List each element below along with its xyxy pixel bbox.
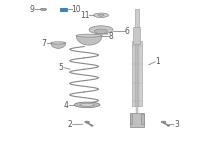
Bar: [141, 114, 144, 125]
Ellipse shape: [91, 125, 93, 126]
Bar: [133, 27, 140, 44]
Ellipse shape: [40, 8, 47, 11]
Bar: [135, 41, 139, 106]
Wedge shape: [51, 43, 66, 48]
Text: 7: 7: [42, 39, 46, 48]
Text: 1: 1: [155, 57, 160, 66]
Wedge shape: [76, 36, 102, 45]
Text: 3: 3: [174, 120, 179, 129]
Ellipse shape: [89, 26, 113, 34]
Text: 11: 11: [80, 11, 90, 20]
Bar: [135, 9, 139, 41]
Text: 5: 5: [59, 63, 64, 72]
Text: 8: 8: [109, 32, 113, 41]
Text: 2: 2: [67, 120, 72, 129]
Bar: [130, 114, 132, 125]
Text: 6: 6: [125, 27, 130, 36]
Text: 9: 9: [29, 5, 34, 14]
Ellipse shape: [161, 121, 166, 123]
Bar: [95, 29, 107, 34]
Ellipse shape: [85, 121, 89, 123]
FancyBboxPatch shape: [60, 8, 67, 11]
Bar: [136, 106, 138, 113]
Ellipse shape: [94, 13, 108, 17]
Ellipse shape: [98, 14, 104, 16]
Bar: [130, 113, 144, 127]
Ellipse shape: [167, 125, 170, 126]
Ellipse shape: [80, 103, 94, 106]
Text: 10: 10: [71, 5, 81, 14]
Bar: [132, 41, 142, 106]
Ellipse shape: [51, 42, 66, 44]
Ellipse shape: [76, 34, 102, 37]
Text: 4: 4: [64, 101, 69, 110]
Ellipse shape: [74, 102, 100, 108]
Ellipse shape: [95, 29, 107, 34]
